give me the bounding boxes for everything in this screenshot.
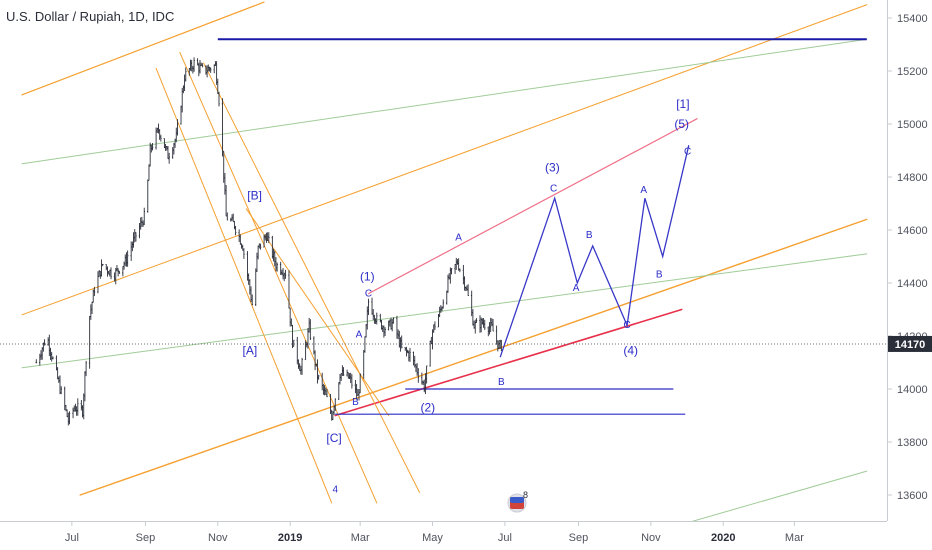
price-tick-label: 13600 bbox=[897, 490, 928, 502]
trend-line-fan-1[interactable] bbox=[155, 67, 333, 504]
price-axis[interactable]: 1540015200150001480014600144001420014000… bbox=[887, 13, 928, 502]
chart-title: U.S. Dollar / Rupiah, 1D, IDC bbox=[6, 9, 174, 24]
wave-label: B bbox=[352, 397, 359, 408]
wave-label: (5) bbox=[674, 117, 689, 131]
time-tick-label: Sep bbox=[136, 532, 156, 544]
time-tick-label: Jul bbox=[498, 532, 512, 544]
wave-label: C bbox=[684, 146, 691, 157]
wave-label: C bbox=[624, 320, 631, 331]
time-tick-label: 2020 bbox=[711, 532, 735, 544]
projection-layer[interactable] bbox=[499, 145, 690, 358]
wave-label: (1) bbox=[360, 269, 375, 283]
last-price-tag-label: 14170 bbox=[895, 339, 926, 351]
time-tick-label: Mar bbox=[351, 532, 370, 544]
time-tick-label: May bbox=[422, 532, 443, 544]
wave-label: (4) bbox=[623, 344, 638, 358]
time-tick-label: Sep bbox=[569, 532, 589, 544]
trend-line-orange-lower[interactable] bbox=[79, 218, 868, 496]
candles-layer bbox=[35, 57, 503, 426]
events-badge-count: 8 bbox=[523, 490, 528, 500]
flag-icon-stripe bbox=[510, 497, 524, 503]
wave-label: [C] bbox=[326, 431, 341, 445]
wave-label: [B] bbox=[247, 189, 262, 203]
wave-label: B bbox=[656, 270, 663, 281]
wave-label: (3) bbox=[545, 161, 560, 175]
price-tick-label: 15200 bbox=[897, 66, 928, 78]
trend-line-green-upper[interactable] bbox=[21, 38, 868, 165]
wave-label: (2) bbox=[420, 401, 435, 415]
price-tick-label: 14400 bbox=[897, 278, 928, 290]
time-axis[interactable]: Jul Sep Nov 2019 Mar May Jul Sep Nov 2020 Mar bbox=[65, 521, 804, 544]
time-tick-label: 2019 bbox=[278, 532, 302, 544]
wave-label: A bbox=[356, 329, 363, 340]
time-tick-label: Nov bbox=[641, 532, 661, 544]
wave-label: [1] bbox=[676, 97, 689, 111]
wave-labels-layer: [B] [A] [C] 4 (1) C A B (2) A B (3) C B A C (4) A B [1] (5) C bbox=[242, 97, 691, 495]
wave-label: B bbox=[586, 230, 593, 241]
trend-line-green-mid[interactable] bbox=[21, 253, 868, 369]
wave-label: [A] bbox=[242, 344, 257, 358]
last-price-marker: 14170 bbox=[888, 335, 932, 352]
time-tick-label: Jul bbox=[65, 532, 79, 544]
time-tick-label: Mar bbox=[785, 532, 804, 544]
price-tick-label: 13800 bbox=[897, 437, 928, 449]
price-tick-label: 14800 bbox=[897, 172, 928, 184]
price-tick-label: 14000 bbox=[897, 384, 928, 396]
wave-label: A bbox=[640, 185, 647, 196]
wave-label: C bbox=[550, 184, 557, 195]
trend-line-fan-4[interactable] bbox=[245, 208, 390, 416]
drawing-layer[interactable] bbox=[0, 1, 887, 527]
time-tick-label: Nov bbox=[208, 532, 228, 544]
price-tick-label: 14600 bbox=[897, 225, 928, 237]
trend-line-fan-2[interactable] bbox=[179, 51, 378, 504]
events-badge[interactable]: 8 bbox=[507, 490, 528, 513]
wave-label: B bbox=[498, 377, 505, 388]
trend-line-orange-mid[interactable] bbox=[21, 4, 868, 316]
wave-label: C bbox=[365, 288, 372, 299]
trend-line-green-bottom[interactable] bbox=[673, 470, 868, 527]
wave-label: 4 bbox=[332, 484, 338, 495]
trend-line-fan-3[interactable] bbox=[203, 62, 420, 493]
price-tick-label: 15400 bbox=[897, 13, 928, 25]
last-price-tag bbox=[888, 335, 932, 352]
elliott-projection-path[interactable] bbox=[499, 145, 690, 358]
trend-line-orange-upper-left[interactable] bbox=[21, 1, 265, 96]
wave-label: A bbox=[455, 233, 462, 244]
price-tick-label: 15000 bbox=[897, 119, 928, 131]
trend-line-red-channel-upper[interactable] bbox=[367, 118, 698, 295]
trend-line-red-channel-lower[interactable] bbox=[334, 308, 683, 417]
wave-label: A bbox=[573, 283, 580, 294]
